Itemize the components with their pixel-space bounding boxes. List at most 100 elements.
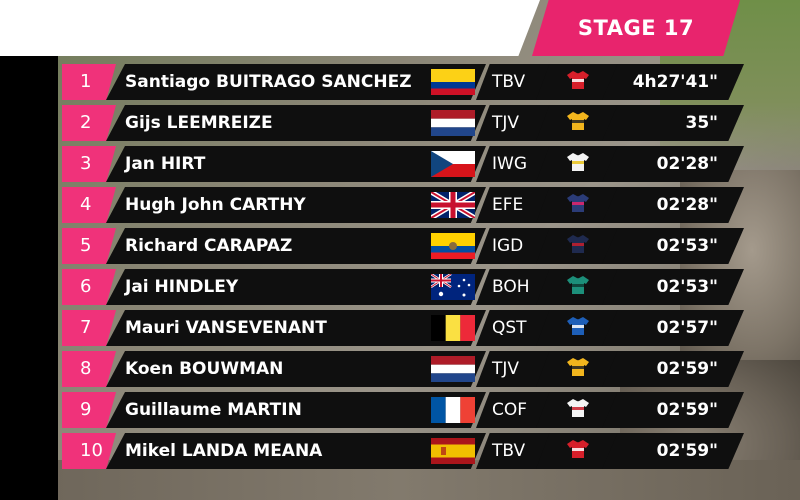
- jersey-blue-icon: [566, 316, 590, 340]
- result-row: 1 Santiago BUITRAGO SANCHEZ TBV 4h27'41": [62, 64, 744, 100]
- team-code-cell: TBV: [476, 433, 552, 469]
- team-code: IWG: [492, 154, 527, 174]
- time-gap-cell: 02'28": [602, 146, 744, 182]
- time-gap-cell: 35": [602, 105, 744, 141]
- time-gap: 02'53": [656, 277, 718, 297]
- time-gap-cell: 02'53": [602, 269, 744, 305]
- time-gap: 02'59": [656, 400, 718, 420]
- jersey-navy-red-icon: [566, 234, 590, 258]
- jersey-yellow-icon: [566, 111, 590, 135]
- time-gap: 02'59": [656, 441, 718, 461]
- rider-name: Guillaume MARTIN: [125, 400, 302, 420]
- time-gap: 02'53": [656, 236, 718, 256]
- result-row: 9 Guillaume MARTIN COF 02'59": [62, 392, 744, 428]
- jersey-teal-icon: [566, 275, 590, 299]
- team-code: BOH: [492, 277, 530, 297]
- team-code: COF: [492, 400, 528, 420]
- rider-name-cell: Mikel LANDA MEANA: [106, 433, 486, 469]
- rank-number: 2: [80, 112, 92, 133]
- team-code: IGD: [492, 236, 524, 256]
- flag-netherlands-icon: [431, 110, 475, 136]
- rider-name: Hugh John CARTHY: [125, 195, 306, 215]
- result-row: 8 Koen BOUWMAN TJV 02'59": [62, 351, 744, 387]
- rider-name-cell: Guillaume MARTIN: [106, 392, 486, 428]
- rider-name: Santiago BUITRAGO SANCHEZ: [125, 72, 412, 92]
- header-white-bar: [0, 0, 540, 56]
- rider-name-cell: Mauri VANSEVENANT: [106, 310, 486, 346]
- rank-number: 5: [80, 235, 92, 256]
- rank-number: 3: [80, 153, 92, 174]
- flag-uk-icon: [429, 189, 477, 221]
- rank-cell: 4: [62, 187, 116, 223]
- rider-name: Richard CARAPAZ: [125, 236, 293, 256]
- rank-number: 7: [80, 317, 92, 338]
- rider-name-cell: Jan HIRT: [106, 146, 486, 182]
- result-row: 7 Mauri VANSEVENANT QST 02'57": [62, 310, 744, 346]
- flag-netherlands-icon: [431, 356, 475, 382]
- rank-number: 6: [80, 276, 92, 297]
- time-gap: 02'28": [656, 195, 718, 215]
- result-row: 3 Jan HIRT IWG 02'28": [62, 146, 744, 182]
- time-gap-cell: 4h27'41": [602, 64, 744, 100]
- left-black-bar: [0, 56, 58, 500]
- rider-name: Koen BOUWMAN: [125, 359, 284, 379]
- team-code-cell: QST: [476, 310, 552, 346]
- flag-ecuador-icon: [431, 233, 475, 259]
- jersey-red-icon: [566, 439, 590, 463]
- time-gap: 35": [685, 113, 718, 133]
- rider-name-cell: Gijs LEEMREIZE: [106, 105, 486, 141]
- stage-label: STAGE 17: [577, 16, 695, 40]
- jersey-white-yellow-icon: [566, 152, 590, 176]
- team-code-cell: BOH: [476, 269, 552, 305]
- rider-name: Jai HINDLEY: [125, 277, 239, 297]
- jersey-pink-blue-icon: [566, 193, 590, 217]
- rank-cell: 3: [62, 146, 116, 182]
- rider-name-cell: Jai HINDLEY: [106, 269, 486, 305]
- rank-cell: 5: [62, 228, 116, 264]
- rank-cell: 2: [62, 105, 116, 141]
- stage-badge: STAGE 17: [532, 0, 740, 56]
- time-gap: 4h27'41": [632, 72, 718, 92]
- rank-number: 9: [80, 399, 92, 420]
- time-gap-cell: 02'53": [602, 228, 744, 264]
- flag-spain-icon: [431, 438, 475, 464]
- team-code: EFE: [492, 195, 524, 215]
- flag-czech-icon: [431, 151, 475, 177]
- time-gap-cell: 02'59": [602, 433, 744, 469]
- rider-name: Jan HIRT: [125, 154, 206, 174]
- rider-name-cell: Koen BOUWMAN: [106, 351, 486, 387]
- rank-cell: 6: [62, 269, 116, 305]
- team-jersey-cell: [536, 105, 620, 141]
- rank-cell: 10: [62, 433, 116, 469]
- rank-number: 1: [80, 71, 92, 92]
- team-code: QST: [492, 318, 527, 338]
- flag-france-icon: [431, 397, 475, 423]
- rank-number: 8: [80, 358, 92, 379]
- team-code: TBV: [492, 72, 526, 92]
- time-gap-cell: 02'59": [602, 351, 744, 387]
- time-gap-cell: 02'28": [602, 187, 744, 223]
- flag-australia-icon: [430, 272, 475, 300]
- team-jersey-cell: [536, 269, 620, 305]
- time-gap: 02'57": [656, 318, 718, 338]
- rank-number: 10: [80, 440, 103, 461]
- jersey-white-red-icon: [566, 398, 590, 422]
- result-row: 5 Richard CARAPAZ IGD 02'53": [62, 228, 744, 264]
- result-row: 10 Mikel LANDA MEANA TBV 02'59": [62, 433, 744, 469]
- flag-belgium-icon: [431, 315, 475, 341]
- rider-name-cell: Santiago BUITRAGO SANCHEZ: [106, 64, 486, 100]
- rider-name: Mauri VANSEVENANT: [125, 318, 327, 338]
- team-jersey-cell: [536, 433, 620, 469]
- time-gap-cell: 02'59": [602, 392, 744, 428]
- team-code: TJV: [492, 359, 520, 379]
- team-code: TJV: [492, 113, 520, 133]
- rank-cell: 9: [62, 392, 116, 428]
- rank-cell: 1: [62, 64, 116, 100]
- time-gap: 02'28": [656, 154, 718, 174]
- flag-colombia-icon: [431, 69, 475, 95]
- team-jersey-cell: [536, 64, 620, 100]
- result-row: 2 Gijs LEEMREIZE TJV 35": [62, 105, 744, 141]
- rank-cell: 8: [62, 351, 116, 387]
- team-jersey-cell: [536, 351, 620, 387]
- rider-name: Gijs LEEMREIZE: [125, 113, 273, 133]
